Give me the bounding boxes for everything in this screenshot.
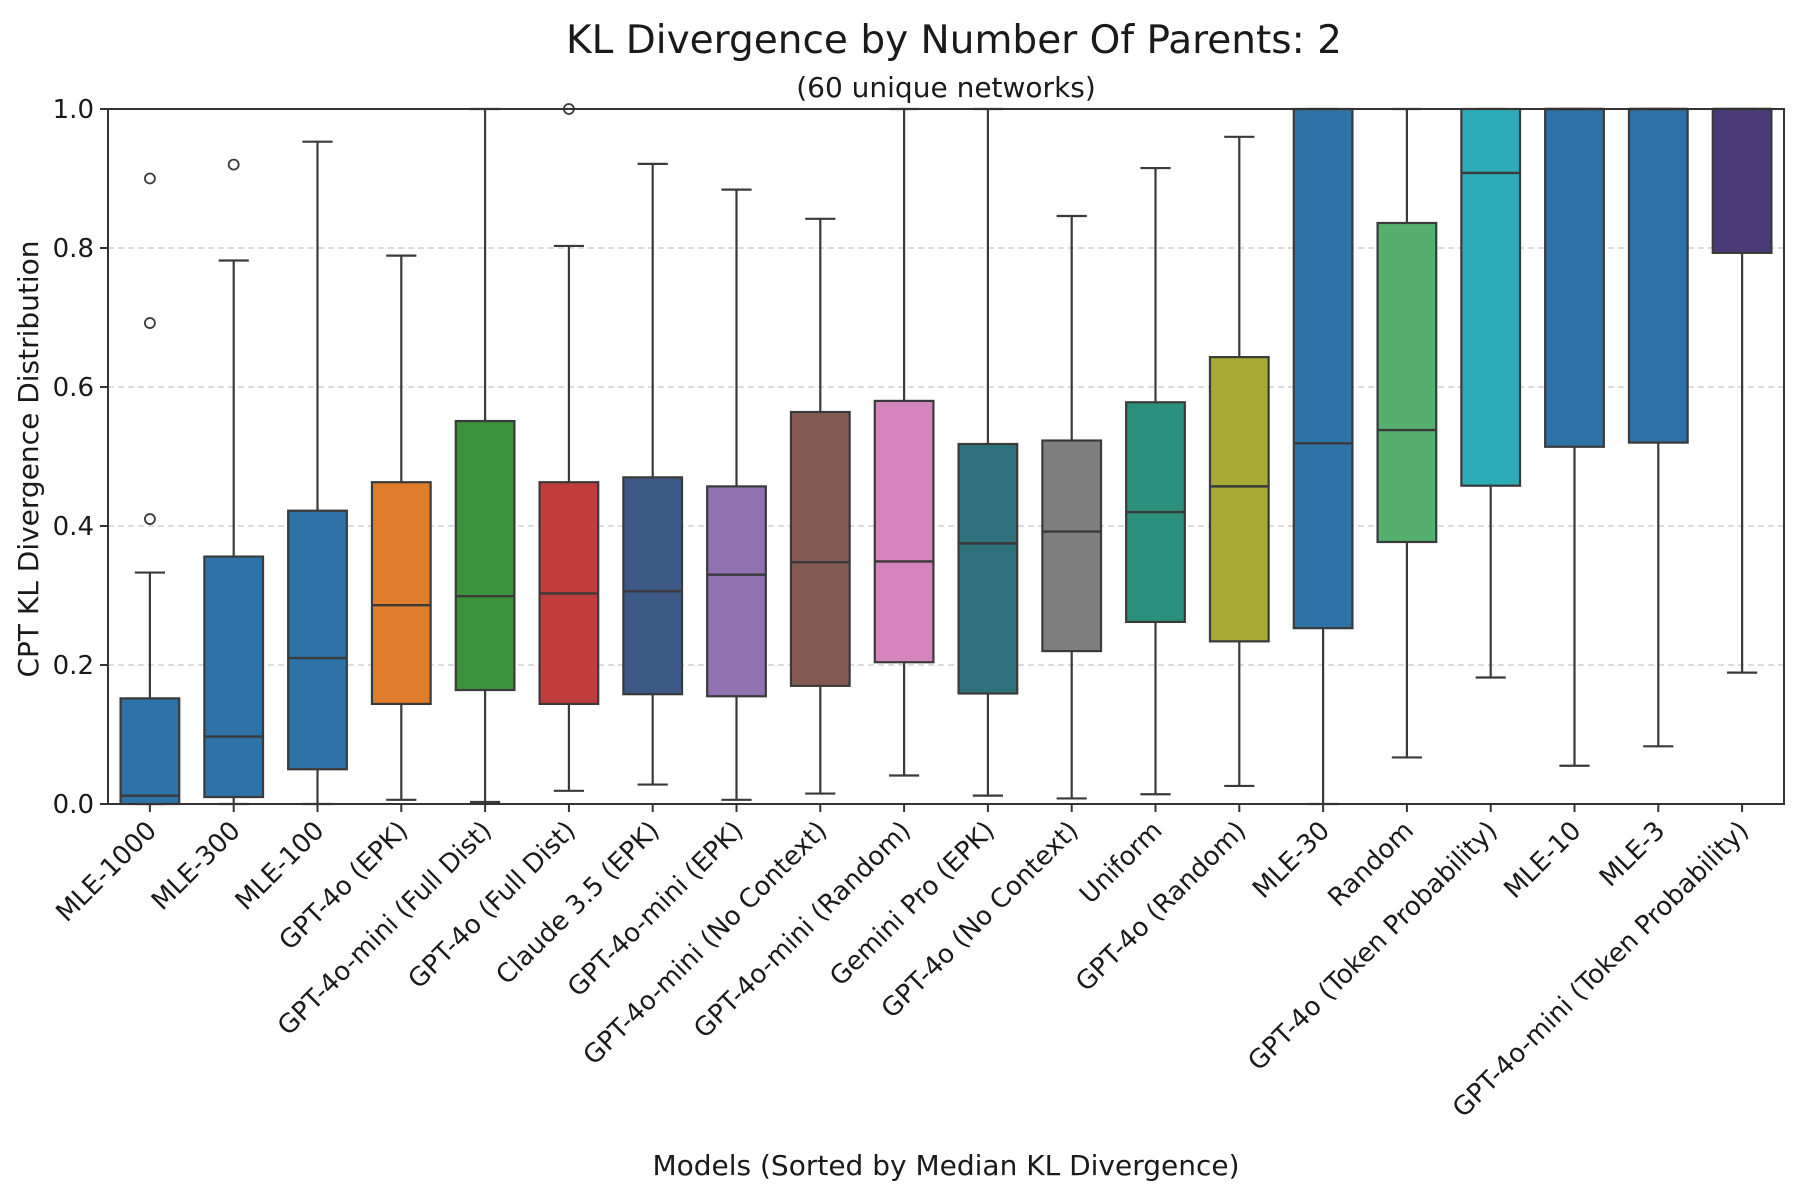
y-tick-label: 0.6 — [53, 373, 94, 403]
box-group — [957, 107, 1019, 797]
box-group — [1376, 107, 1438, 759]
y-tick-label: 0.0 — [53, 790, 94, 820]
outlier-point — [143, 513, 156, 525]
box-group — [1125, 166, 1186, 796]
box-iqr — [1041, 439, 1103, 653]
x-tick-label: GPT-4o-mini (Token Probability) — [1447, 816, 1755, 1124]
box-iqr — [873, 399, 935, 664]
box-iqr — [1208, 356, 1270, 643]
boxes — [119, 103, 1773, 806]
box-group — [1544, 107, 1605, 767]
box-iqr — [203, 555, 265, 799]
box-group — [538, 103, 600, 792]
plot-frame — [107, 108, 1785, 805]
box-iqr — [789, 410, 851, 687]
box-iqr — [454, 419, 516, 692]
box-iqr — [957, 442, 1019, 695]
box-group — [454, 107, 516, 804]
box-group — [789, 217, 851, 795]
box-iqr — [622, 476, 684, 696]
x-axis-label: Models (Sorted by Median KL Divergence) — [652, 1149, 1239, 1182]
box-iqr — [1544, 107, 1605, 448]
outlier-point — [227, 158, 240, 171]
box-iqr — [1460, 107, 1522, 487]
box-group — [1208, 135, 1270, 788]
box-iqr — [119, 697, 181, 806]
box-group — [287, 140, 348, 806]
gridlines — [108, 247, 1784, 666]
box-iqr — [1376, 221, 1438, 544]
chart-title: KL Divergence by Number Of Parents: 2 — [566, 18, 1342, 63]
box-group — [622, 162, 684, 786]
box-group — [706, 188, 767, 801]
x-tick-label: MLE-300 — [146, 816, 247, 917]
box-group — [1627, 107, 1689, 748]
x-tick-label: MLE-1000 — [50, 816, 162, 928]
box-iqr — [1711, 107, 1773, 254]
y-tick-label: 0.8 — [53, 234, 94, 264]
box-iqr — [287, 509, 348, 771]
box-iqr — [706, 485, 767, 698]
y-tick-label: 0.2 — [53, 651, 94, 681]
box-iqr — [370, 481, 432, 706]
y-axis-ticks: 0.0 0.2 0.4 0.6 0.8 1.0 — [53, 95, 108, 820]
box-iqr — [1627, 107, 1689, 444]
x-tick-label: MLE-10 — [1498, 816, 1587, 905]
box-group — [203, 158, 265, 806]
box-group — [1711, 107, 1773, 674]
box-group — [119, 172, 181, 806]
box-group — [370, 254, 432, 801]
box-group — [1041, 214, 1103, 800]
box-group — [1460, 107, 1522, 679]
y-tick-label: 0.4 — [53, 512, 94, 542]
outlier-point — [143, 172, 156, 185]
chart-subtitle: (60 unique networks) — [796, 71, 1096, 104]
box-group — [873, 107, 935, 777]
x-tick-label: MLE-3 — [1594, 816, 1671, 893]
box-group — [1292, 107, 1354, 806]
y-tick-label: 1.0 — [53, 95, 94, 125]
outlier-point — [143, 317, 156, 329]
box-iqr — [1292, 107, 1354, 630]
y-axis-label: CPT KL Divergence Distribution — [12, 240, 45, 677]
